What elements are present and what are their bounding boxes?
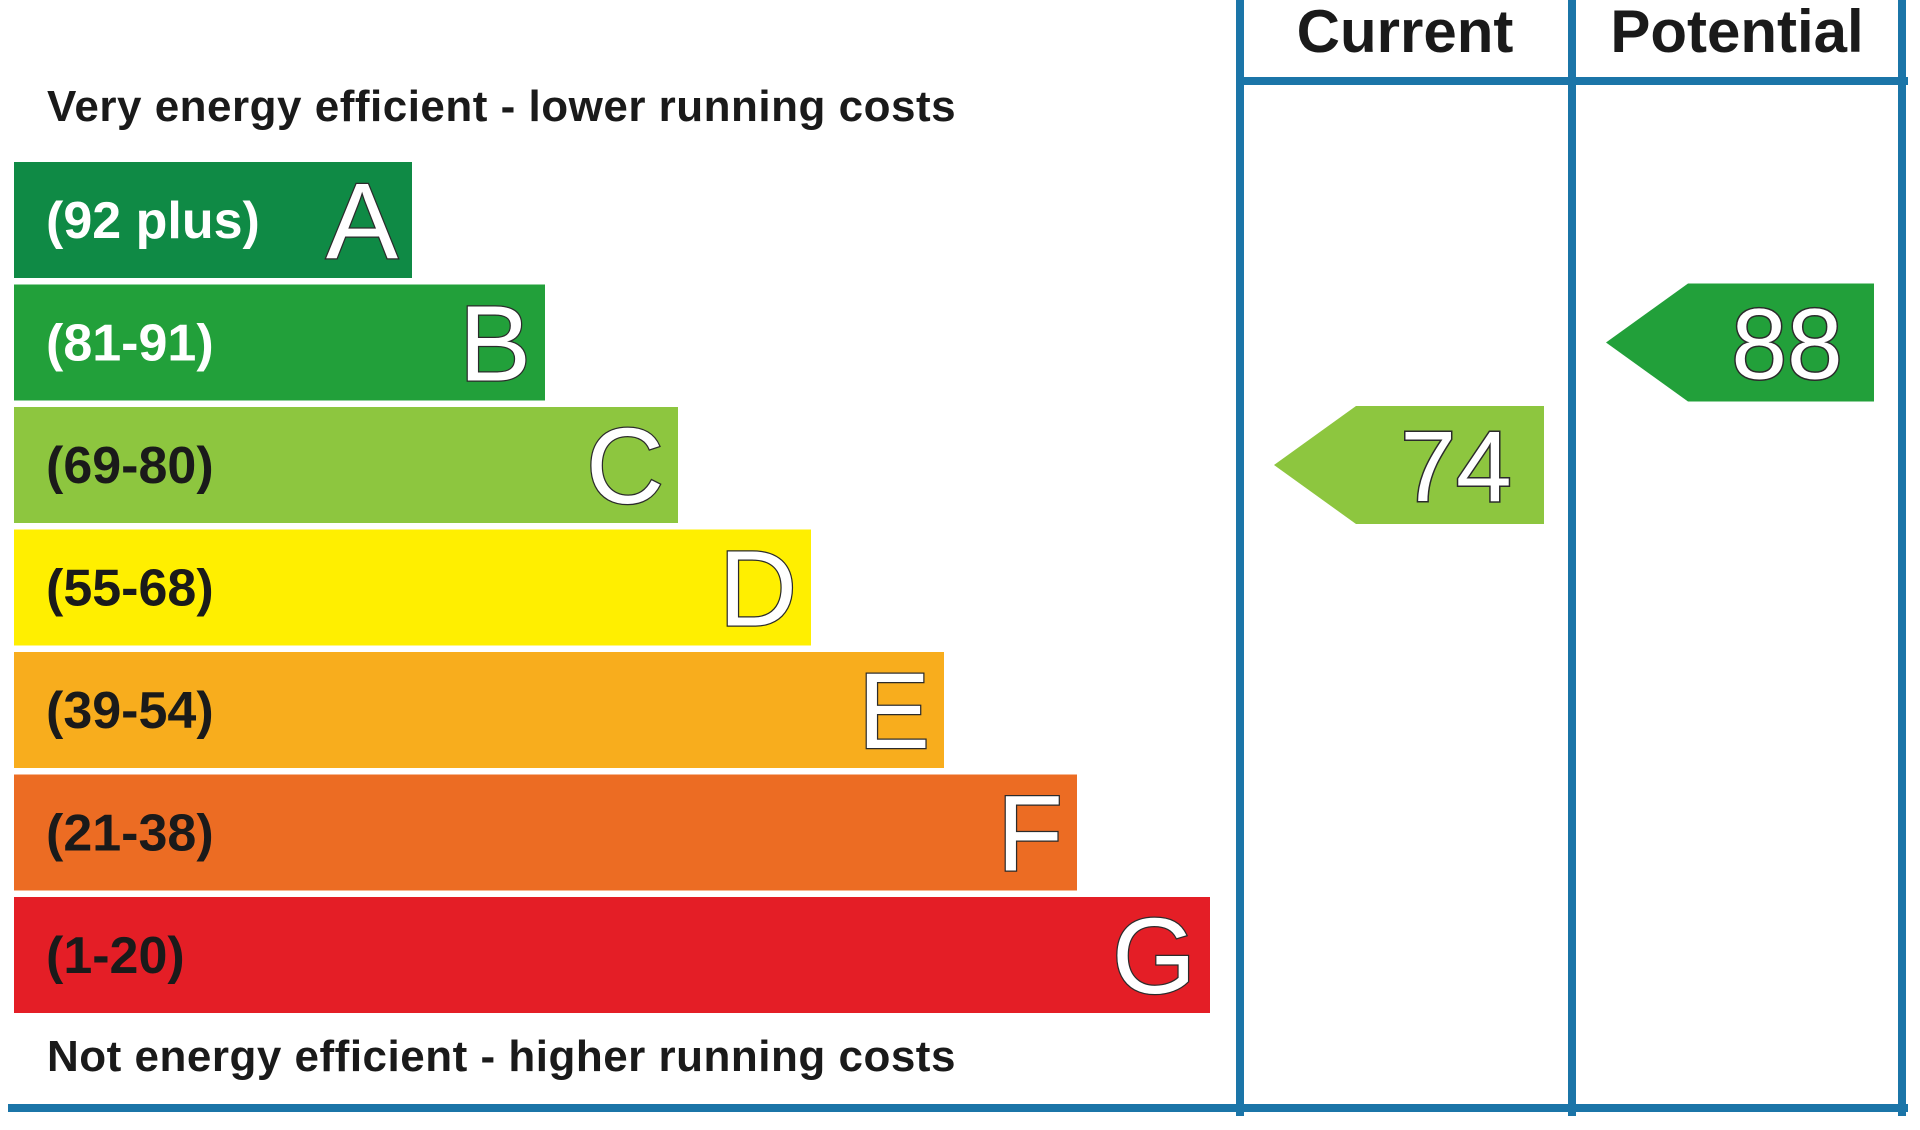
- band-range-f: (21-38): [46, 805, 214, 863]
- rating-frame: [8, 0, 1908, 1116]
- band-letter-f: F: [997, 773, 1063, 894]
- potential-rating-value: 88: [1731, 289, 1842, 401]
- band-bar-f: [14, 774, 1077, 891]
- band-letter-e: E: [858, 650, 930, 771]
- bottom-caption: Not energy efficient - higher running co…: [47, 1032, 956, 1081]
- band-bar-e: [14, 652, 944, 768]
- current-rating-value: 74: [1400, 411, 1511, 523]
- band-letter-g: G: [1112, 895, 1196, 1016]
- band-range-b: (81-91): [46, 315, 214, 373]
- band-range-a: (92 plus): [46, 192, 260, 250]
- band-bar-g: [14, 897, 1210, 1013]
- band-range-g: (1-20): [46, 927, 185, 985]
- rating-arrows: 74 88: [1274, 283, 1874, 525]
- top-caption: Very energy efficient - lower running co…: [47, 82, 957, 131]
- band-range-e: (39-54): [46, 682, 214, 740]
- current-rating-arrow: [1274, 406, 1544, 524]
- band-bar-a: [14, 162, 412, 278]
- potential-rating-arrow: [1606, 283, 1874, 402]
- band-range-d: (55-68): [46, 560, 214, 618]
- potential-column-header: Potential: [1610, 0, 1864, 65]
- band-letter-a: A: [326, 160, 398, 281]
- current-column-header: Current: [1296, 0, 1514, 65]
- band-letter-c: C: [586, 405, 664, 526]
- band-letter-d: D: [719, 528, 797, 649]
- band-range-c: (69-80): [46, 437, 214, 495]
- band-letter-b: B: [459, 283, 531, 404]
- band-bar-b: [14, 284, 545, 401]
- band-bar-d: [14, 529, 811, 646]
- rating-bands: (92 plus) A (81-91) B (69-80) C (55-68) D (39-54…: [14, 159, 1210, 1017]
- band-bar-c: [14, 407, 678, 523]
